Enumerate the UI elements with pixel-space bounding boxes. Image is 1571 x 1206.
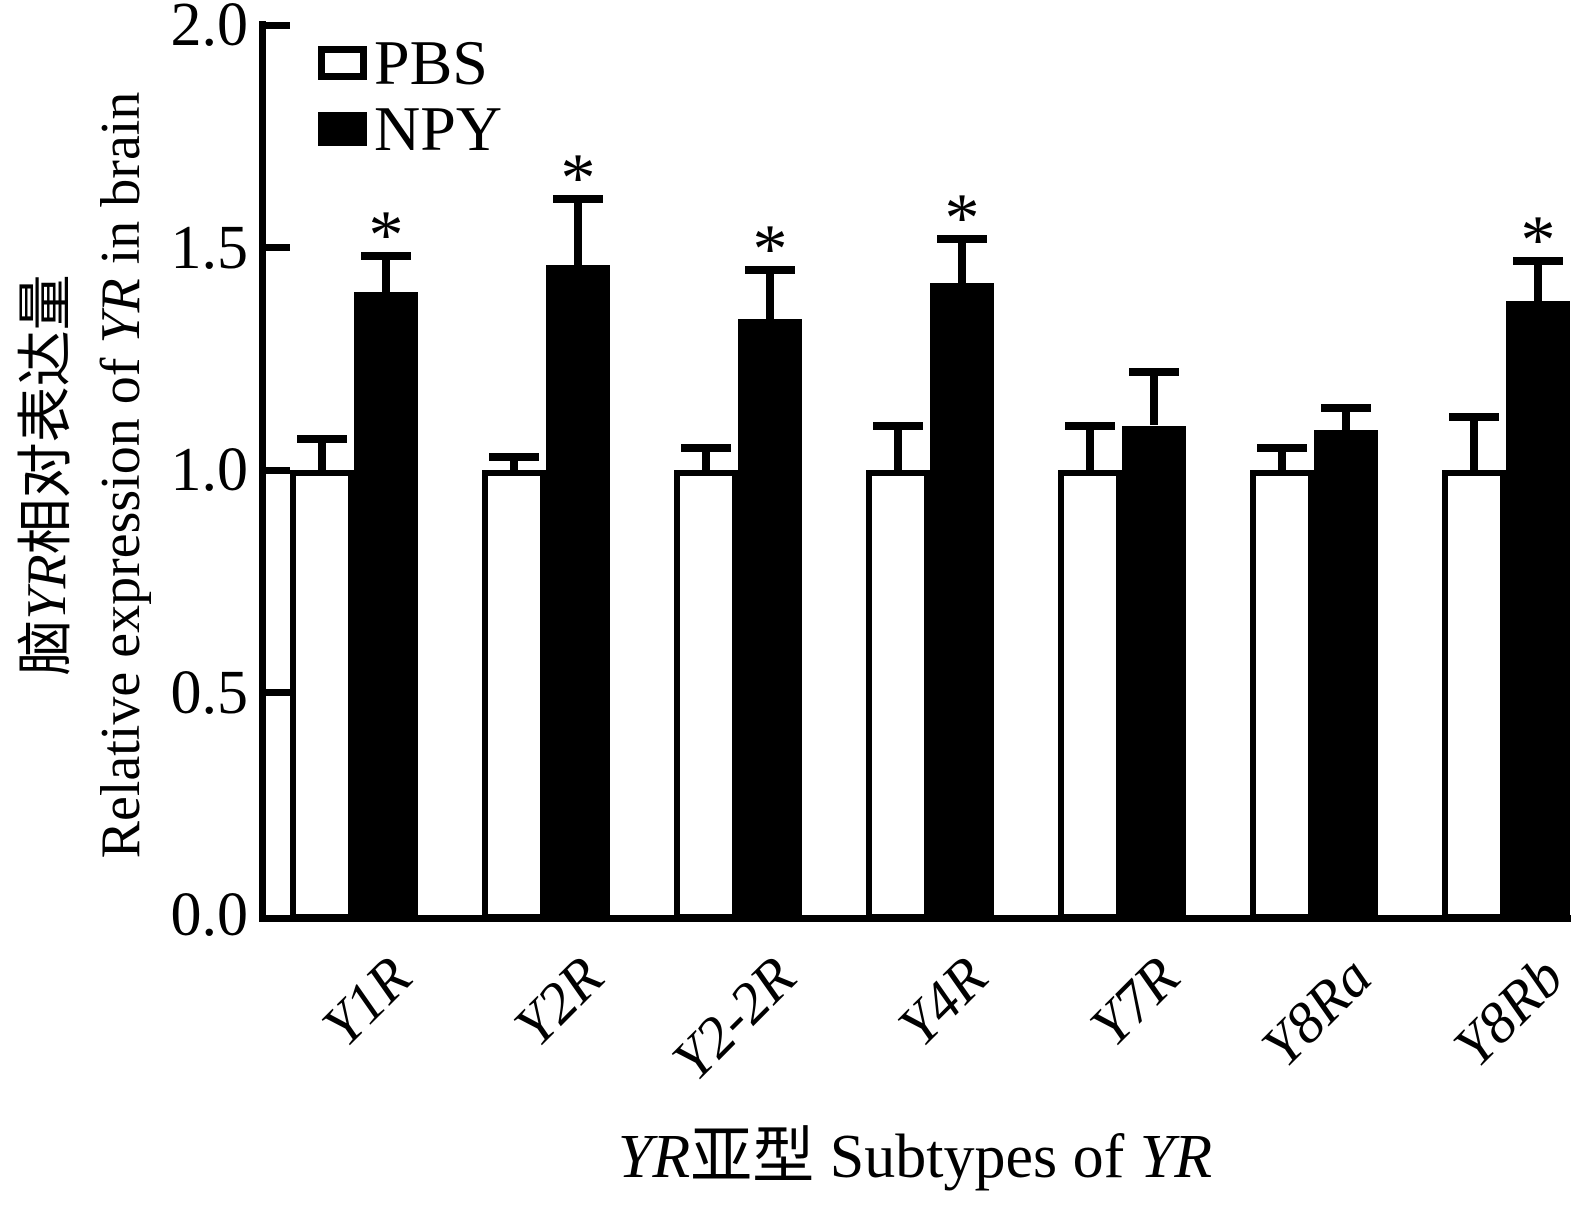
error-bar-stem <box>510 456 518 470</box>
bar-pbs-y2r <box>482 470 546 920</box>
bar-pbs-y7r <box>1058 470 1122 920</box>
error-bar-cap <box>1513 256 1563 265</box>
bar-pbs-y4r <box>866 470 930 920</box>
error-bar-stem <box>766 269 774 319</box>
error-bar-cap <box>1065 421 1115 430</box>
bar-npy-y2-2r <box>738 318 802 920</box>
bar-pbs-y8ra <box>1250 470 1314 920</box>
error-bar-cap <box>937 234 987 243</box>
error-bar-stem <box>1086 425 1094 470</box>
error-bar-stem <box>1278 447 1286 470</box>
category-label-y2r: Y2R <box>501 943 616 1059</box>
error-bar-cap <box>1449 412 1499 421</box>
legend: PBS NPY <box>318 30 502 162</box>
category-label-y1r: Y1R <box>309 943 424 1059</box>
y-tick-mark <box>266 466 290 474</box>
bar-npy-y7r <box>1122 425 1186 920</box>
y-tick-label: 0.5 <box>170 658 249 727</box>
error-bar-stem <box>1534 260 1542 301</box>
pbs-open-swatch-icon <box>318 46 367 80</box>
category-label-y7r: Y7R <box>1077 943 1192 1059</box>
y-tick-label: 0.0 <box>170 881 249 949</box>
error-bar-cap <box>1129 368 1179 377</box>
legend-item-npy: NPY <box>318 96 502 162</box>
bar-npy-y2r <box>546 265 610 920</box>
legend-label-npy: NPY <box>374 93 503 164</box>
error-bar-stem <box>1342 407 1350 430</box>
error-bar-stem <box>318 438 326 470</box>
y-axis-title-cn: 脑YR相对表达量 <box>16 274 78 676</box>
bar-npy-y1r <box>354 292 418 920</box>
y-tick-label: 1.0 <box>170 436 249 504</box>
bar-pbs-y1r <box>290 470 354 920</box>
category-label-y2-2r: Y2-2R <box>659 943 808 1093</box>
x-axis-title: YR亚型 Subtypes of YR <box>617 1123 1213 1191</box>
error-bar-cap <box>297 434 347 443</box>
y-axis-line <box>259 21 266 922</box>
error-bar-stem <box>958 238 966 284</box>
error-bar-cap <box>681 443 731 452</box>
y-tick-mark <box>266 244 290 251</box>
bar-npy-y4r <box>930 283 994 920</box>
error-bar-stem <box>574 198 582 266</box>
x-axis-line <box>259 915 1571 922</box>
category-label-y8ra: Y8Ra <box>1249 943 1384 1079</box>
error-bar-cap <box>1257 443 1307 452</box>
y-axis-title: 脑YR相对表达量 Relative expression of YR in br… <box>10 92 158 859</box>
error-bar-stem <box>702 447 710 470</box>
significance-asterisk: * <box>560 139 596 217</box>
category-label-y4r: Y4R <box>885 943 1000 1059</box>
error-bar-stem <box>1470 416 1478 470</box>
error-bar-stem <box>1150 372 1158 426</box>
bar-npy-y8ra <box>1314 429 1378 920</box>
significance-asterisk: * <box>368 197 404 275</box>
bar-pbs-y2-2r <box>674 470 738 920</box>
error-bar-stem <box>382 256 390 292</box>
significance-asterisk: * <box>944 179 980 257</box>
bar-npy-y8rb <box>1506 300 1570 920</box>
y-tick-label: 2.0 <box>170 0 249 59</box>
category-label-y8rb: Y8Rb <box>1441 943 1571 1079</box>
y-axis-title-en: Relative expression of YR in brain <box>90 91 152 859</box>
error-bar-cap <box>489 452 539 461</box>
legend-label-pbs: PBS <box>374 27 488 98</box>
y-tick-mark <box>266 21 290 29</box>
bar-pbs-y8rb <box>1442 470 1506 920</box>
error-bar-cap <box>553 194 603 203</box>
error-bar-cap <box>745 265 795 274</box>
error-bar-cap <box>873 421 923 430</box>
error-bar-cap <box>361 252 411 261</box>
error-bar-cap <box>1321 403 1371 412</box>
y-tick-mark <box>266 689 290 696</box>
error-bar-stem <box>894 425 902 470</box>
legend-item-pbs: PBS <box>318 30 502 96</box>
significance-asterisk: * <box>752 210 788 288</box>
y-tick-label: 1.5 <box>170 213 249 282</box>
significance-asterisk: * <box>1520 201 1556 279</box>
npy-filled-swatch-icon <box>318 112 367 146</box>
